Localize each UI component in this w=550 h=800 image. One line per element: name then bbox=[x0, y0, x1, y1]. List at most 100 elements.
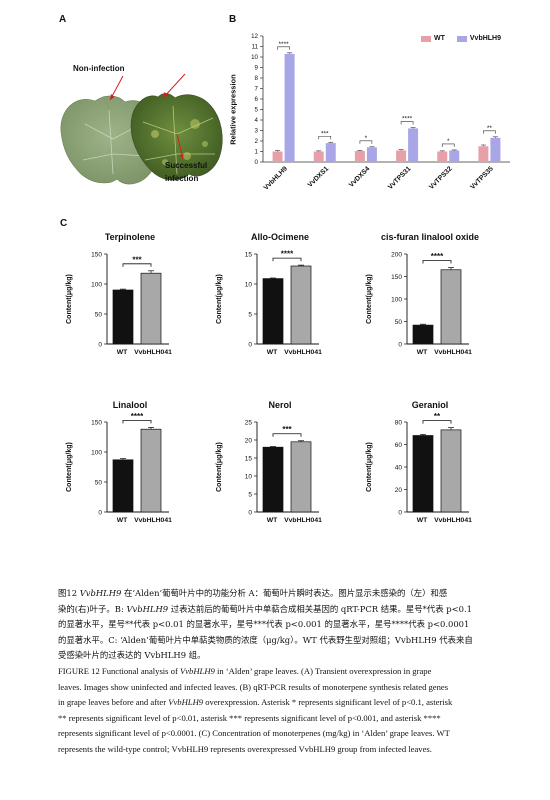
chart-b-category-label: VvbHLH9 bbox=[263, 165, 289, 191]
significance-bracket bbox=[272, 257, 302, 262]
chart-c2: Allo-Ocimene 0 5 10 15 Content(μg/kg) **** WT Vv… bbox=[205, 232, 355, 387]
legend-oe-swatch bbox=[456, 35, 467, 42]
chart-plot: 0 50 100 150 Content(μg/kg) *** WT VvbHLH041 bbox=[66, 251, 172, 356]
chart-b-bar bbox=[313, 151, 324, 162]
ytick-label: 150 bbox=[391, 274, 402, 281]
significance-label: **** bbox=[431, 252, 444, 261]
y-axis-label: Content(μg/kg) bbox=[66, 274, 73, 324]
category-label: VvbHLH041 bbox=[134, 349, 172, 356]
chart-b-bar bbox=[408, 128, 419, 162]
chart-b-category-label: VvDXS1 bbox=[307, 165, 331, 189]
chart-b-ylabel: Relative expression bbox=[228, 74, 238, 145]
chart-b-significance-label: **** bbox=[402, 116, 413, 123]
chart-plot: 0 50 100 150 Content(μg/kg) **** WT VvbHLH041 bbox=[66, 412, 172, 524]
significance-label: **** bbox=[131, 412, 144, 421]
panel-b: B 0 1 2 3 4 5 6 7 8 9 10 11 12 **** VvbHLH9 *** VvDXS1 * V… bbox=[225, 14, 525, 209]
bar bbox=[412, 324, 434, 345]
chart-b-significance-bracket bbox=[318, 135, 332, 140]
chart-b-significance-bracket bbox=[483, 130, 496, 134]
chart-b-significance-bracket bbox=[400, 121, 414, 125]
chart-b-ytick-label: 8 bbox=[255, 75, 259, 82]
chart-b-category-label: VvTPS31 bbox=[387, 165, 413, 191]
ytick-label: 40 bbox=[395, 464, 403, 471]
ytick-label: 80 bbox=[395, 419, 403, 426]
bar bbox=[112, 459, 134, 513]
chart-b-bar bbox=[396, 150, 407, 162]
y-axis-label: Content(μg/kg) bbox=[366, 274, 373, 324]
category-label: WT bbox=[267, 349, 278, 356]
ytick-label: 50 bbox=[395, 319, 403, 326]
chart-c4: Linalool 0 50 100 150 Content(μg/kg) **** WT Vvb… bbox=[55, 400, 205, 555]
ytick-label: 100 bbox=[391, 296, 402, 303]
chart-b-ytick-label: 5 bbox=[255, 107, 259, 114]
chart-b-significance-label: * bbox=[365, 135, 368, 142]
chart-title: Geraniol bbox=[411, 400, 449, 410]
caption-en-line-3: in grape leaves before and after VvbHLH9… bbox=[58, 697, 453, 708]
significance-bracket bbox=[122, 420, 152, 424]
chart-b-bar bbox=[478, 146, 489, 162]
chart-b-bar bbox=[284, 53, 295, 162]
y-axis-label: Content(μg/kg) bbox=[216, 274, 223, 324]
bar bbox=[140, 272, 162, 345]
significance-bracket bbox=[122, 263, 152, 267]
chart-c1: Terpinolene 0 50 100 150 Content(μg/kg) *** WT V… bbox=[55, 232, 205, 387]
significance-label: **** bbox=[281, 250, 294, 259]
chart-b-ytick-label: 1 bbox=[255, 149, 259, 156]
caption-cn-line-4: 的显著水平。C: ‘Alden’葡萄叶片中单萜类物质的浓度（μg/kg）。WT … bbox=[58, 634, 473, 645]
ytick-label: 0 bbox=[98, 341, 102, 348]
significance-bracket bbox=[272, 433, 302, 437]
chart-b-significance-bracket bbox=[359, 140, 373, 144]
bar bbox=[290, 265, 312, 345]
ytick-label: 50 bbox=[95, 311, 103, 318]
ytick-label: 0 bbox=[248, 509, 252, 516]
significance-bracket bbox=[422, 420, 452, 424]
ytick-label: 0 bbox=[248, 341, 252, 348]
significance-label: *** bbox=[132, 255, 142, 264]
caption-chinese: 图12 VvbHLH9 在‘Alden’葡萄叶片中的功能分析 A：葡萄叶片瞬时表… bbox=[58, 586, 503, 664]
chart-c3: cis-furan linalool oxide 0 50 100 150 200 Cont… bbox=[355, 232, 505, 387]
legend-wt-swatch bbox=[421, 35, 431, 42]
category-label: VvbHLH041 bbox=[134, 517, 172, 524]
y-axis-label: Content(μg/kg) bbox=[366, 442, 373, 492]
chart-b-legend: WT VvbHLH9 bbox=[421, 35, 501, 42]
ytick-label: 5 bbox=[248, 311, 252, 318]
bar bbox=[412, 435, 434, 513]
category-label: WT bbox=[267, 517, 278, 524]
chart-b-significance-label: **** bbox=[279, 41, 290, 48]
chart-b-bar bbox=[272, 151, 283, 162]
chart-b-ytick-label: 0 bbox=[255, 159, 259, 166]
caption-en-line-6: represents the wild-type control; VvbHLH… bbox=[58, 743, 432, 754]
bar bbox=[262, 446, 284, 513]
caption-cn-line-3: 的显著水平，星号**代表 p<0.01 的显著水平，星号***代表 p<0.00… bbox=[58, 619, 470, 630]
ytick-label: 100 bbox=[91, 281, 102, 288]
ytick-label: 15 bbox=[245, 455, 253, 462]
label-non-infection: Non-infection bbox=[73, 64, 125, 73]
category-label: WT bbox=[417, 349, 428, 356]
chart-plot: 0 5 10 15 Content(μg/kg) **** WT VvbHLH041 bbox=[216, 250, 322, 356]
caption-cn-line-1: 图12 VvbHLH9 在‘Alden’葡萄叶片中的功能分析 A：葡萄叶片瞬时表… bbox=[58, 588, 448, 598]
chart-c6: Geraniol 0 20 40 60 80 Content(μg/kg) ** WT VvbHL… bbox=[355, 400, 505, 555]
panel-a-letter: A bbox=[59, 14, 67, 25]
y-axis-label: Content(μg/kg) bbox=[66, 442, 73, 492]
chart-b-bar bbox=[490, 137, 501, 162]
chart-c5: Nerol 0 5 10 15 20 25 Content(μg/kg) *** WT VvbHLH… bbox=[205, 400, 355, 555]
chart-b-ytick-label: 4 bbox=[255, 117, 259, 124]
panel-b-letter: B bbox=[229, 14, 237, 25]
chart-b-ytick-label: 7 bbox=[255, 86, 259, 93]
chart-b-ytick-label: 10 bbox=[251, 54, 258, 61]
ytick-label: 20 bbox=[395, 487, 403, 494]
ytick-label: 20 bbox=[245, 437, 253, 444]
category-label: VvbHLH041 bbox=[434, 349, 472, 356]
category-label: WT bbox=[417, 517, 428, 524]
category-label: VvbHLH041 bbox=[284, 517, 322, 524]
chart-title: Nerol bbox=[268, 400, 292, 410]
ytick-label: 5 bbox=[248, 491, 252, 498]
chart-plot: 0 50 100 150 200 Content(μg/kg) **** WT VvbHLH04… bbox=[366, 251, 472, 356]
chart-b-ytick-label: 3 bbox=[255, 128, 259, 135]
chart-b-significance-bracket bbox=[441, 143, 455, 147]
panel-c-letter: C bbox=[60, 218, 68, 229]
chart-plot: 0 5 10 15 20 25 Content(μg/kg) *** WT VvbHLH041 bbox=[216, 419, 322, 524]
ytick-label: 200 bbox=[391, 251, 402, 258]
bar bbox=[140, 428, 162, 513]
leaf-photo bbox=[60, 73, 223, 185]
